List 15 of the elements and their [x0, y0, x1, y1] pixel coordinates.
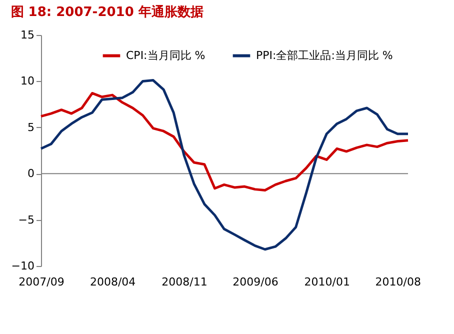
y-tick-label: 15: [20, 28, 34, 42]
x-tick-label: 2007/09: [18, 276, 64, 288]
y-tick-label: 5: [28, 120, 34, 134]
legend-label: CPI:当月同比 %: [126, 48, 206, 62]
y-tick-label: −10: [11, 260, 34, 272]
x-tick-label: 2009/06: [232, 276, 278, 288]
x-tick-label: 2010/01: [304, 276, 350, 288]
chart-title: 图 18: 2007-2010 年通胀数据: [10, 4, 204, 20]
y-tick-label: 0: [28, 167, 34, 180]
x-tick-label: 2010/08: [375, 276, 421, 288]
y-tick-label: −5: [18, 213, 34, 226]
x-tick-label: 2008/04: [90, 276, 136, 288]
x-tick-label: 2008/11: [162, 276, 208, 288]
legend-label: PPI:全部工业品:当月同比 %: [256, 48, 393, 62]
y-tick-label: 10: [20, 74, 34, 88]
